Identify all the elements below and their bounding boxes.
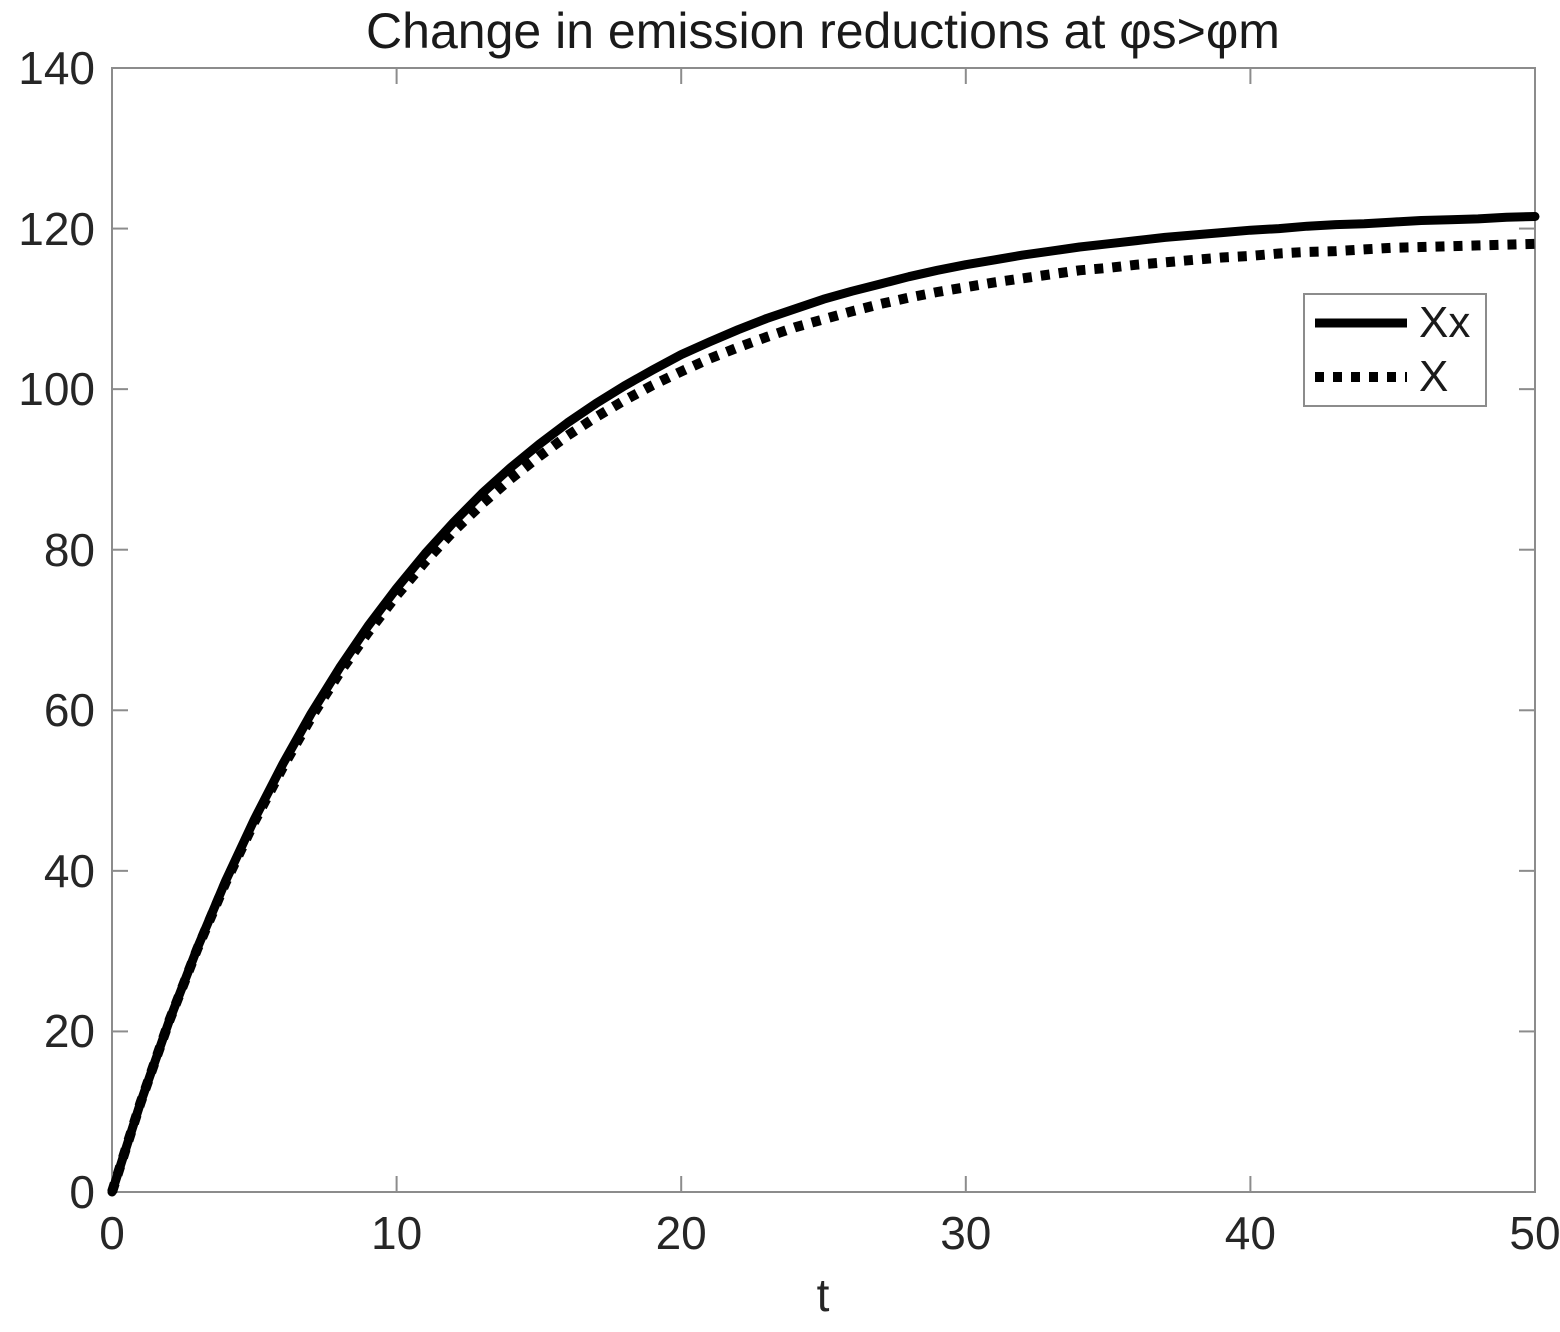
tick-marks (111, 67, 1536, 1193)
y-tick-label: 60 (43, 684, 95, 737)
y-tick-label: 140 (18, 42, 95, 94)
y-tick-label: 0 (69, 1166, 95, 1218)
x-tick-label: 0 (99, 1207, 125, 1259)
x-tick-label: 40 (1224, 1207, 1276, 1259)
y-tick-label: 20 (43, 1005, 95, 1058)
dotted-line-sample-icon (1315, 371, 1407, 382)
x-axis-label: t (816, 1269, 830, 1321)
x-tick-label: 50 (1509, 1207, 1560, 1259)
x-tick-label: 20 (655, 1207, 707, 1259)
legend-label-xx: Xx (1419, 298, 1471, 348)
x-tick-label: 30 (940, 1207, 992, 1259)
x-tick-label: 10 (371, 1207, 423, 1259)
solid-line-sample-icon (1315, 318, 1407, 328)
legend-item-xx: Xx (1315, 298, 1475, 348)
chart-title: Change in emission reductions at φs>φm (366, 3, 1280, 59)
y-tick-label: 40 (43, 844, 95, 897)
y-tick-label: 80 (43, 523, 95, 576)
legend-item-x: X (1315, 352, 1475, 402)
y-tick-label: 120 (18, 202, 95, 255)
legend: Xx X (1303, 293, 1487, 407)
y-tick-label: 100 (18, 363, 95, 416)
plot-box (111, 67, 1536, 1193)
series-x-curve (107, 238, 1536, 1194)
series-xx-curve (107, 212, 1540, 1197)
legend-label-x: X (1419, 351, 1449, 401)
